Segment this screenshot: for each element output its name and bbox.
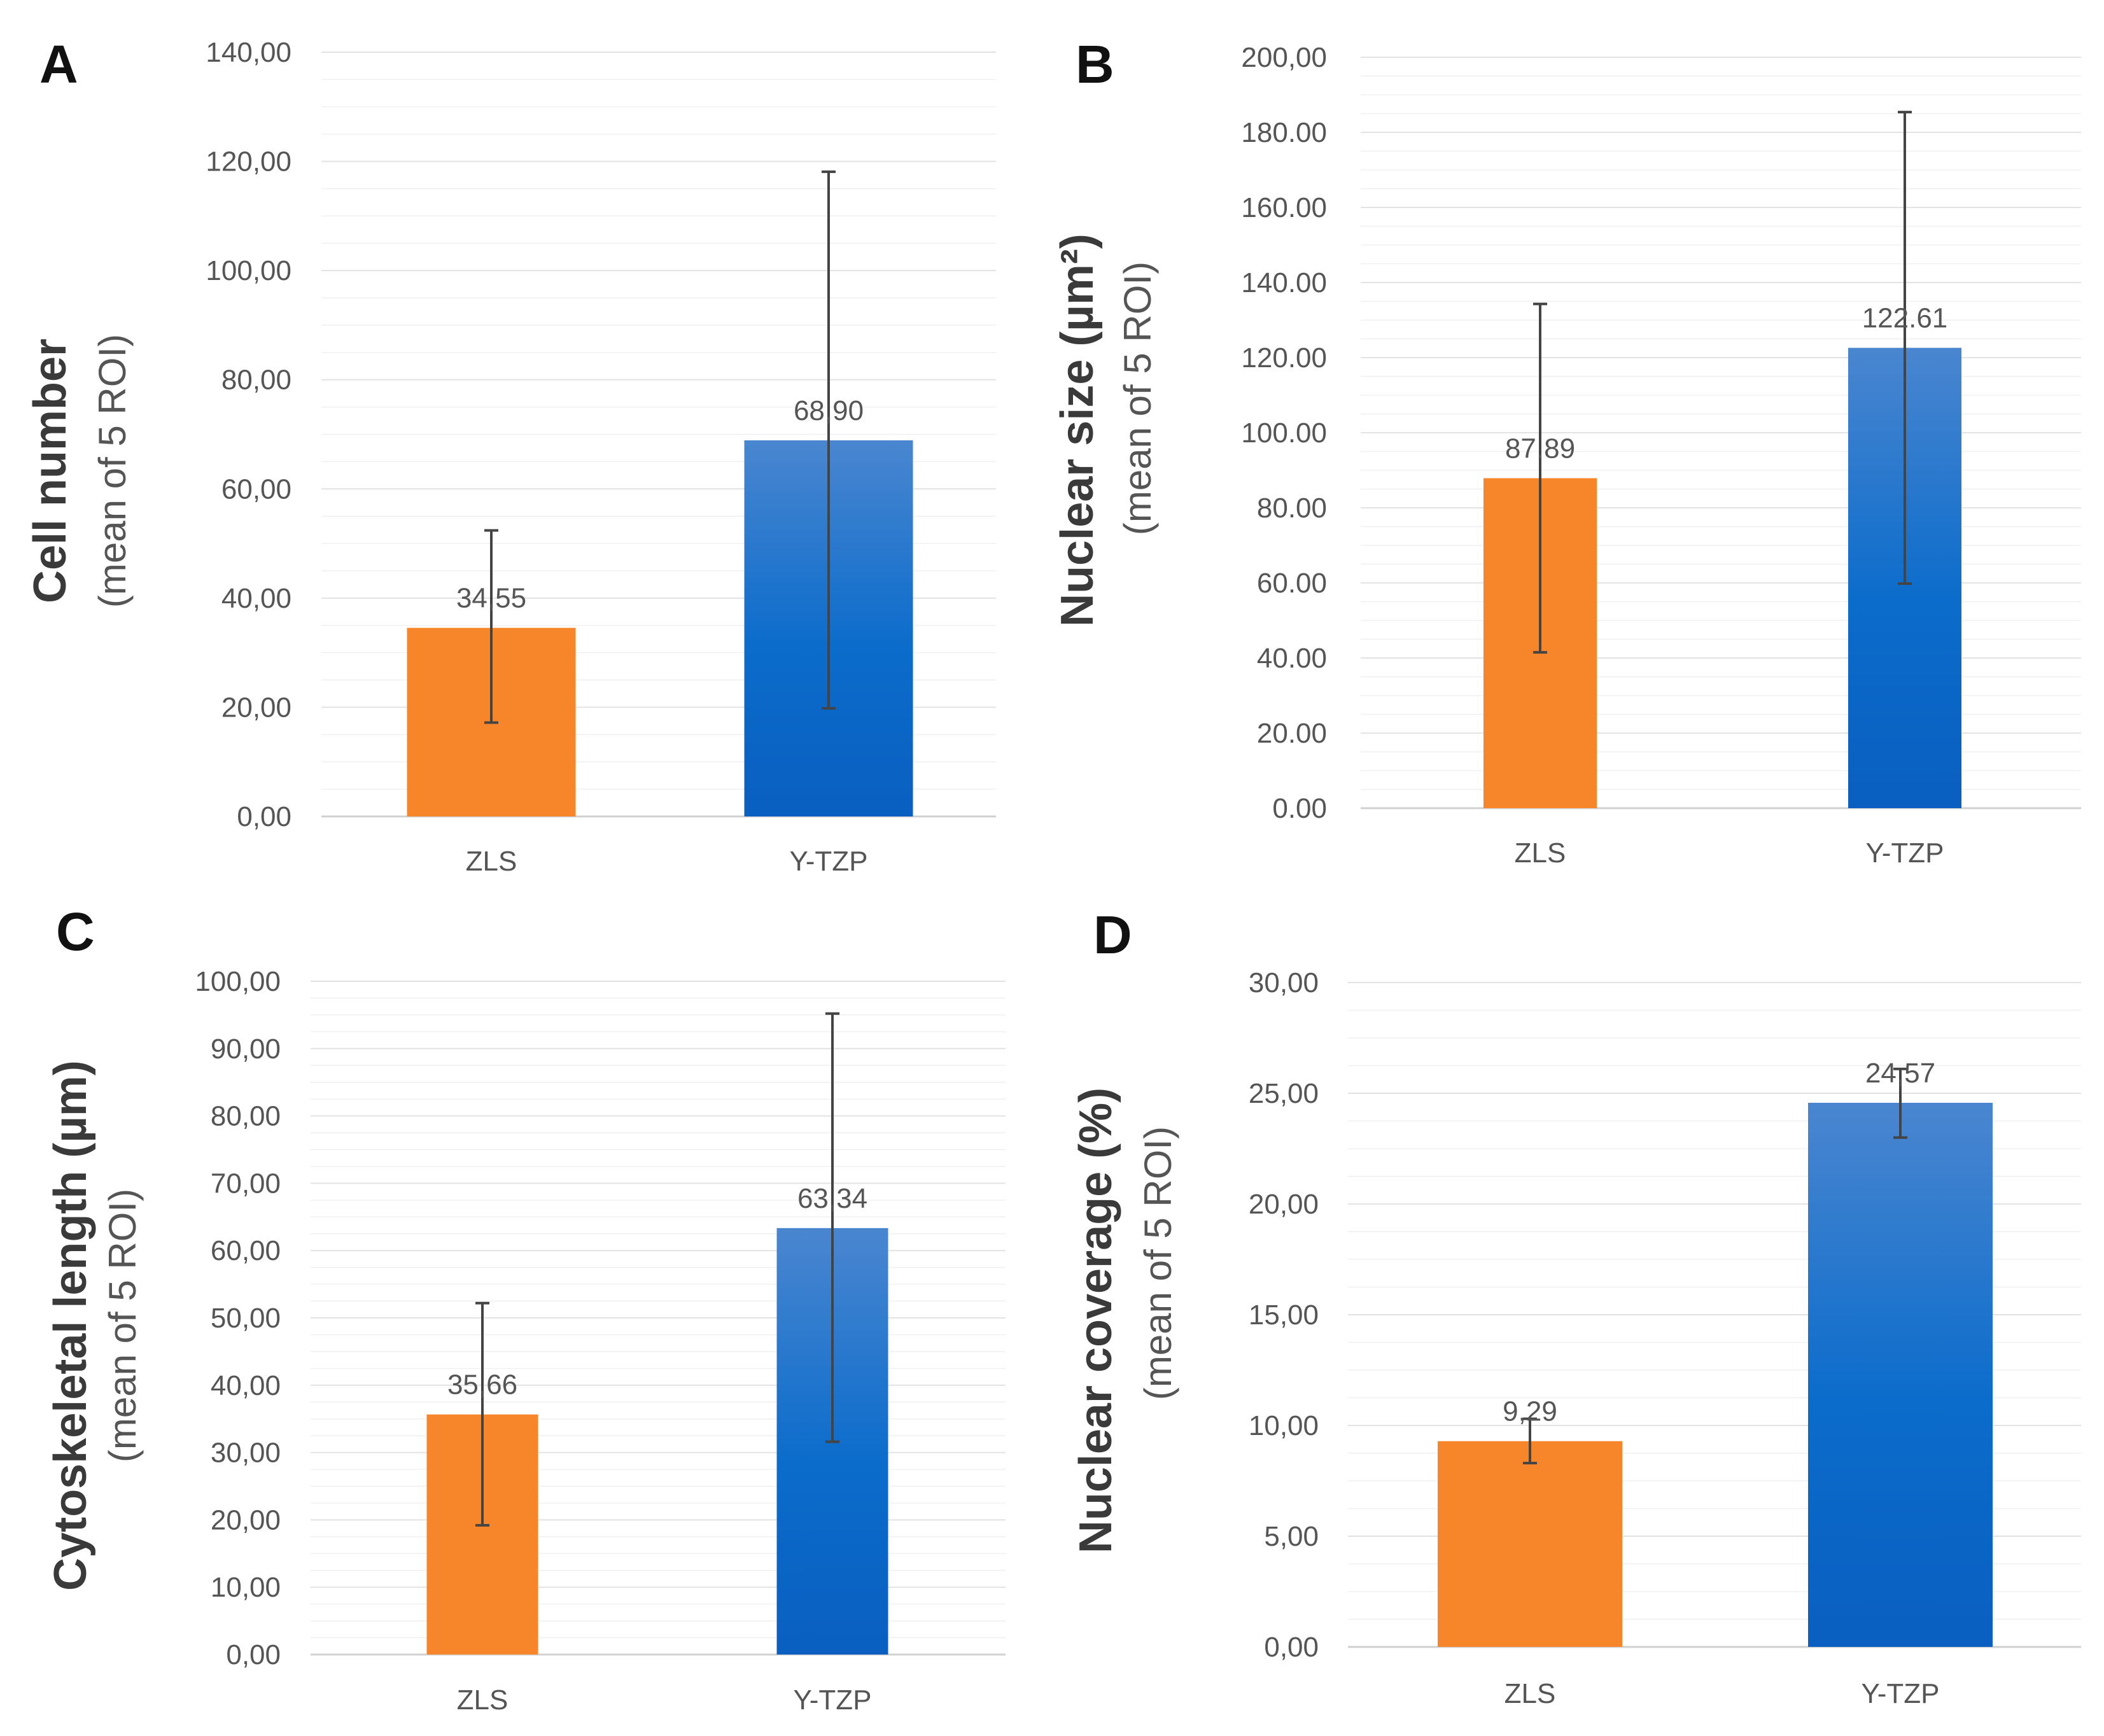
y-tick-label: 15,00 (1249, 1299, 1319, 1331)
y-axis-sublabel: (mean of 5 ROI) (1137, 1126, 1179, 1400)
y-tick-label: 20,00 (1249, 1189, 1319, 1220)
error-bar (1893, 1067, 1907, 1139)
y-tick-label: 0,00 (1264, 1632, 1319, 1663)
x-tick-label: ZLS (1515, 837, 1566, 869)
y-tick-label: 0,00 (226, 1639, 281, 1670)
data-label: 87.89 (1505, 433, 1575, 464)
y-axis-ticks: 0,00 20,00 40,00 60,00 80,00 100,00 120,00 140,… (206, 37, 291, 832)
y-tick-label: 60.00 (1257, 568, 1327, 599)
y-tick-label: 80.00 (1257, 493, 1327, 524)
panel-a-chart: A 0,00 20,00 40,00 60,00 80,00 100,00 120,00 14… (25, 34, 996, 877)
y-tick-label: 70,00 (211, 1168, 281, 1199)
y-tick-label: 25,00 (1249, 1078, 1319, 1109)
error-bar (1533, 302, 1547, 654)
y-axis-ticks: 0,00 10,00 20,00 30,00 40,00 50,00 60,00 70,00 8… (195, 966, 281, 1670)
bars: 87.89 122.61 (1483, 111, 1961, 808)
y-tick-label: 50,00 (211, 1303, 281, 1334)
y-tick-label: 40,00 (221, 583, 291, 614)
y-tick-label: 90,00 (211, 1033, 281, 1065)
x-axis-ticks: ZLS Y-TZP (457, 1684, 872, 1716)
data-label: 24,57 (1865, 1058, 1935, 1089)
y-tick-label: 60,00 (211, 1235, 281, 1266)
x-axis-ticks: ZLS Y-TZP (1504, 1678, 1940, 1709)
data-label: 63,34 (797, 1183, 867, 1214)
y-tick-label: 5,00 (1264, 1521, 1319, 1552)
y-tick-label: 40.00 (1257, 643, 1327, 674)
y-tick-label: 60,00 (221, 473, 291, 505)
y-tick-label: 20,00 (211, 1504, 281, 1536)
y-tick-label: 180.00 (1241, 117, 1327, 148)
gridlines (1361, 57, 2081, 809)
y-tick-label: 30,00 (1249, 967, 1319, 998)
x-axis-ticks: ZLS Y-TZP (1515, 837, 1944, 869)
x-tick-label: ZLS (457, 1684, 508, 1716)
y-tick-label: 200,00 (1241, 42, 1327, 73)
y-tick-label: 10,00 (1249, 1410, 1319, 1441)
y-tick-label: 140,00 (206, 37, 291, 68)
y-tick-label: 120,00 (206, 146, 291, 178)
y-axis-ticks: 0,00 5,00 10,00 15,00 20,00 25,00 30,00 (1249, 967, 1319, 1663)
bar-y-tzp (1808, 1102, 1993, 1647)
data-label: 35,66 (447, 1369, 517, 1401)
error-bar (484, 529, 498, 724)
y-axis-sublabel: (mean of 5 ROI) (1116, 262, 1159, 535)
y-axis-sublabel: (mean of 5 ROI) (101, 1189, 144, 1462)
error-bar (1898, 111, 1912, 585)
y-tick-label: 80,00 (221, 365, 291, 396)
y-tick-label: 100.00 (1241, 417, 1327, 449)
data-label: 9,29 (1503, 1396, 1557, 1427)
y-tick-label: 40,00 (211, 1370, 281, 1401)
y-axis-label: Nuclear size (µm²) (1052, 234, 1103, 627)
bars: 34,55 68,90 (407, 170, 913, 816)
y-tick-label: 120.00 (1241, 342, 1327, 374)
y-axis-label: Cytoskeletal length (µm) (45, 1060, 96, 1591)
panel-letter: C (56, 902, 95, 962)
panel-letter: D (1093, 905, 1132, 965)
x-axis-ticks: ZLS Y-TZP (466, 846, 868, 877)
x-tick-label: Y-TZP (793, 1684, 871, 1716)
y-tick-label: 100,00 (195, 966, 281, 997)
y-tick-label: 0.00 (1272, 793, 1327, 824)
y-tick-label: 20,00 (221, 692, 291, 723)
y-tick-label: 160.00 (1241, 192, 1327, 223)
panel-letter: B (1076, 34, 1114, 94)
error-bar (822, 170, 836, 710)
x-tick-label: ZLS (1504, 1678, 1556, 1709)
data-label: 122.61 (1862, 303, 1948, 334)
y-tick-label: 100,00 (206, 255, 291, 286)
panel-b-chart: B 0.00 20.00 40.00 60.00 80.00 100.00 120.00 14… (1052, 34, 2081, 869)
y-tick-label: 80,00 (211, 1101, 281, 1132)
x-tick-label: Y-TZP (789, 846, 867, 877)
error-bar (825, 1012, 839, 1443)
bars: 35,66 63,34 (426, 1012, 888, 1655)
y-axis-sublabel: (mean of 5 ROI) (91, 334, 134, 608)
y-axis-label: Nuclear coverage (%) (1070, 1088, 1121, 1553)
error-bar (1523, 1417, 1537, 1465)
y-axis-ticks: 0.00 20.00 40.00 60.00 80.00 100.00 120.00 140.… (1241, 42, 1327, 824)
bar-zls (1438, 1441, 1622, 1647)
data-label: 34,55 (456, 583, 526, 614)
bars: 9,29 24,57 (1438, 1058, 1993, 1647)
y-tick-label: 140.00 (1241, 267, 1327, 298)
y-axis-label: Cell number (25, 339, 76, 603)
x-tick-label: Y-TZP (1865, 837, 1944, 869)
y-tick-label: 20.00 (1257, 718, 1327, 749)
y-tick-label: 10,00 (211, 1572, 281, 1603)
panel-c-chart: C 0,00 10,00 20,00 30,00 40,00 50,00 60,00 70,0… (45, 902, 1006, 1716)
error-bar (475, 1301, 489, 1527)
panel-letter: A (39, 34, 78, 94)
y-tick-label: 30,00 (211, 1438, 281, 1469)
x-tick-label: ZLS (466, 846, 517, 877)
x-tick-label: Y-TZP (1861, 1678, 1939, 1709)
gridlines (311, 981, 1006, 1656)
data-label: 68,90 (794, 395, 864, 426)
y-tick-label: 0,00 (237, 801, 291, 832)
panel-d-chart: D 0,00 5,00 10,00 15,00 20,00 25,00 30,00 9,29… (1070, 905, 2081, 1709)
